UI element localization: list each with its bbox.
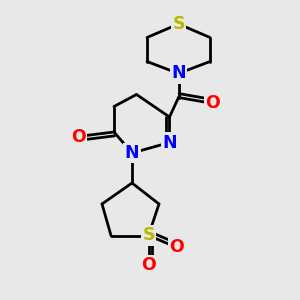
Text: O: O [70, 128, 86, 146]
Text: N: N [125, 144, 139, 162]
Text: N: N [171, 64, 186, 82]
Text: O: O [141, 256, 156, 274]
Text: S: S [172, 15, 185, 33]
Text: O: O [169, 238, 184, 256]
Text: S: S [142, 226, 155, 244]
Text: N: N [162, 134, 177, 152]
Text: O: O [206, 94, 220, 112]
